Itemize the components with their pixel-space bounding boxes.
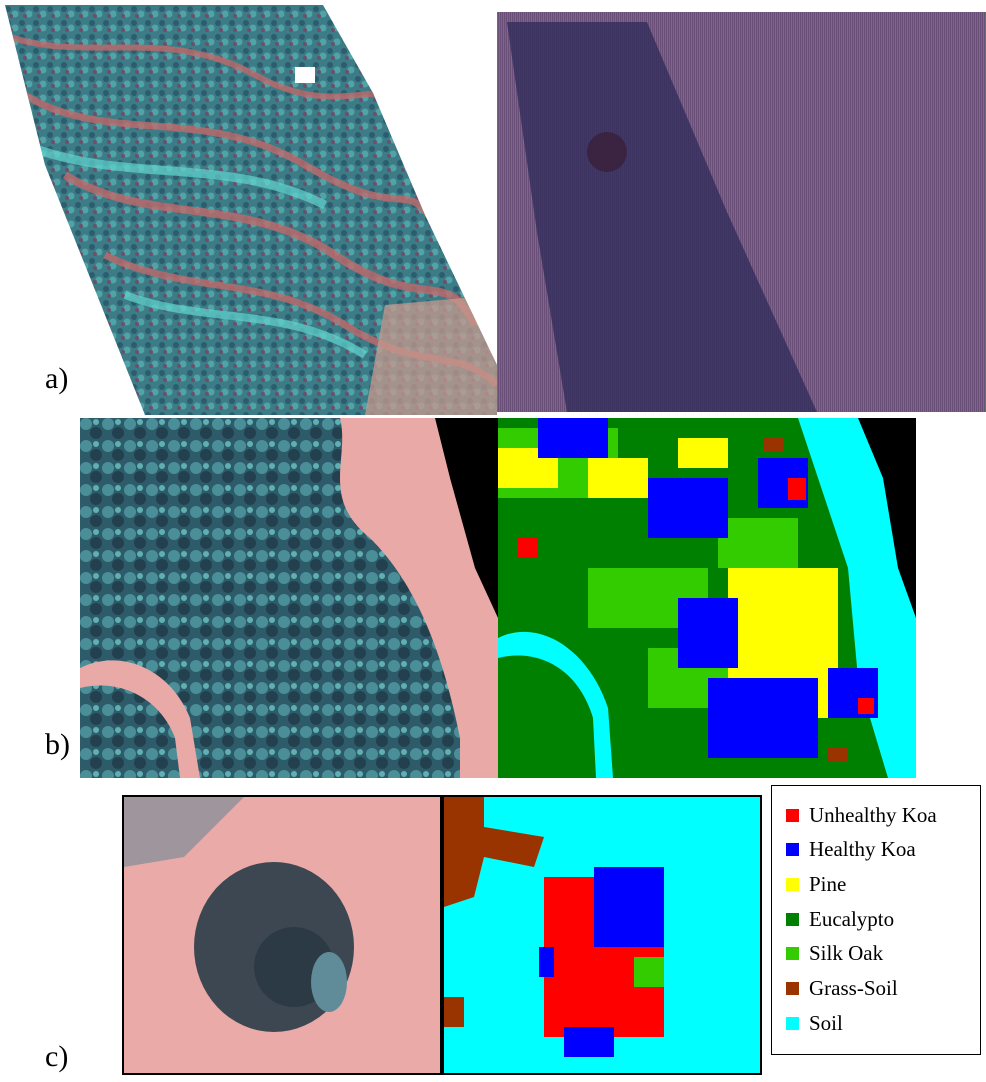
legend-item-pine: Pine — [786, 872, 846, 897]
class-legend: Unhealthy Koa Healthy Koa Pine Eucalypto… — [771, 785, 981, 1055]
legend-swatch — [786, 843, 799, 856]
legend-label: Soil — [809, 1011, 843, 1035]
legend-swatch — [786, 913, 799, 926]
legend-swatch — [786, 1017, 799, 1030]
panel-label-b: b) — [45, 728, 70, 761]
panel-c-left-aerial-image — [122, 795, 442, 1075]
legend-label: Grass-Soil — [809, 976, 898, 1000]
legend-item-unhealthy-koa: Unhealthy Koa — [786, 803, 937, 828]
legend-item-eucalypto: Eucalypto — [786, 907, 894, 932]
panel-a-left-satellite-image — [5, 5, 497, 415]
panel-label-a: a) — [45, 362, 69, 395]
panel-c-right-classification-map — [442, 795, 762, 1075]
panel-a-right-satellite-image — [497, 12, 986, 412]
panel-b-right-classification-map — [498, 418, 916, 778]
legend-swatch — [786, 809, 799, 822]
panel-b-left-aerial-image — [80, 418, 498, 778]
legend-label: Eucalypto — [809, 907, 895, 931]
legend-item-grass-soil: Grass-Soil — [786, 976, 898, 1001]
legend-label: Silk Oak — [809, 941, 884, 965]
panel-label-c: c) — [45, 1040, 69, 1073]
legend-label: Unhealthy Koa — [809, 803, 937, 827]
legend-item-healthy-koa: Healthy Koa — [786, 837, 916, 862]
legend-swatch — [786, 982, 799, 995]
legend-label: Healthy Koa — [809, 837, 916, 861]
legend-label: Pine — [809, 872, 847, 896]
legend-item-soil: Soil — [786, 1011, 843, 1036]
legend-item-silk-oak: Silk Oak — [786, 941, 883, 966]
legend-swatch — [786, 878, 799, 891]
legend-swatch — [786, 947, 799, 960]
